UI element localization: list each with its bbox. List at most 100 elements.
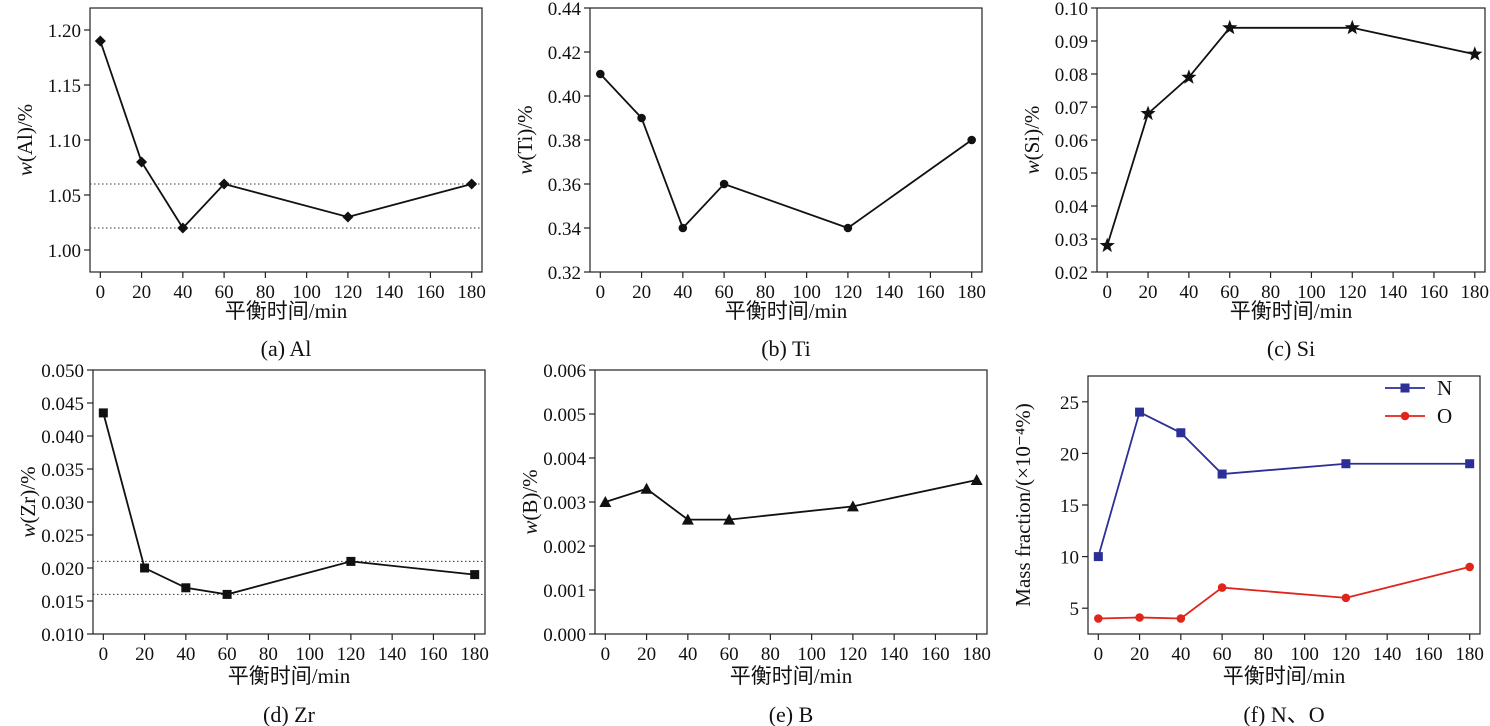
x-tick-label: 120 [834,282,863,303]
panel-caption: (f) N、O [1243,702,1324,726]
data-point [723,513,736,525]
y-axis-label-italic: w [13,162,37,176]
x-axis-label: 平衡时间/min [1230,299,1353,323]
y-tick-label: 0.001 [543,581,586,602]
data-point [1135,407,1145,417]
x-tick-label: 140 [1379,282,1408,303]
chart-panel-1: 0 20 40 60 80 100 120 140 160 180 1.00 1.05 1.10 1.15… [13,7,486,361]
data-point [1344,19,1360,35]
data-point [846,500,859,512]
y-tick-label: 1.00 [48,241,81,262]
data-point [342,211,354,223]
y-tick-label: 0.32 [548,263,581,284]
series-line [1098,566,1470,620]
y-tick-label: 0.020 [41,559,84,580]
data-point [98,408,108,418]
x-axis-label: 平衡时间/min [1223,664,1346,688]
x-tick-label: 120 [839,644,868,665]
x-tick-label: 60 [215,282,234,303]
x-tick-label: 120 [337,644,366,665]
x-tick-label: 80 [256,282,275,303]
y-tick-label: 0.025 [41,526,84,547]
x-tick-label: 100 [1297,282,1326,303]
panel-caption: (d) Zr [263,702,316,726]
data-point [1465,459,1475,469]
y-tick-label: 25 [1060,393,1079,414]
x-tick-label: 20 [132,282,151,303]
x-tick-label: 60 [1213,644,1232,665]
x-tick-label: 60 [720,644,739,665]
data-point [177,222,189,234]
x-tick-label: 60 [1220,282,1239,303]
data-point [970,474,983,485]
panel-caption: (c) Si [1267,336,1315,361]
data-point [1341,459,1351,469]
y-tick-label: 0.38 [548,131,581,152]
plot-frame [1087,375,1481,635]
y-tick-label: 5 [1070,599,1080,620]
y-tick-label: 0.40 [548,87,581,108]
data-point [843,223,853,233]
y-tick-label: 0.045 [41,394,84,415]
x-tick-label: 140 [880,644,909,665]
plot-frame [1096,7,1486,273]
data-point [140,563,150,573]
x-tick-label: 80 [756,282,775,303]
data-point [1093,552,1103,562]
data-point [94,35,106,47]
data-point [1217,469,1227,479]
y-axis-label-rest: (Ti)/% [513,105,537,160]
x-axis-label: 平衡时间/min [225,299,348,323]
data-point [1217,583,1227,592]
x-tick-label: 0 [601,644,611,665]
y-tick-label: 1.15 [48,76,81,97]
data-point [181,583,191,593]
y-tick-label: 0.030 [41,493,84,514]
y-axis-label-rest: (Al)/% [13,104,37,162]
x-tick-label: 80 [259,644,278,665]
y-axis-label-rest: (B)/% [518,469,542,520]
x-tick-label: 60 [218,644,237,665]
x-tick-label: 0 [596,282,606,303]
y-tick-label: 0.02 [1055,263,1088,284]
y-tick-label: 0.003 [543,493,586,514]
plot-frame [89,7,483,273]
y-axis-label-rest: (Si)/% [1020,106,1044,161]
x-tick-label: 160 [921,644,950,665]
x-tick-label: 40 [678,644,697,665]
data-point [136,156,148,168]
y-tick-label: 0.06 [1055,131,1088,152]
y-tick-label: 0.050 [41,361,84,382]
x-tick-label: 60 [715,282,734,303]
legend-marker [1400,411,1410,421]
x-tick-label: 100 [292,282,321,303]
y-axis-label: w(Al)/% [13,104,37,176]
y-tick-label: 0.03 [1055,230,1088,251]
x-tick-label: 180 [1455,644,1484,665]
x-tick-label: 20 [632,282,651,303]
x-axis-label: 平衡时间/min [725,299,848,323]
x-tick-label: 180 [957,282,986,303]
panel-caption: (b) Ti [761,336,811,361]
x-tick-label: 80 [761,644,780,665]
x-tick-label: 20 [637,644,656,665]
y-axis-label: w(Ti)/% [513,105,537,174]
x-tick-label: 180 [457,282,486,303]
y-tick-label: 1.20 [48,21,81,42]
x-tick-label: 140 [378,644,407,665]
y-axis-label-italic: w [518,521,542,535]
x-tick-label: 0 [1094,644,1104,665]
data-point [1135,613,1144,622]
data-point [466,178,478,190]
y-tick-label: 15 [1060,496,1079,517]
x-tick-label: 40 [176,644,195,665]
y-tick-label: 1.05 [48,186,81,207]
data-point [1222,19,1238,35]
x-tick-label: 180 [460,644,489,665]
x-tick-label: 80 [1254,644,1273,665]
x-tick-label: 100 [295,644,324,665]
series-line [1106,26,1475,246]
legend-label: N [1437,376,1452,400]
y-tick-label: 20 [1060,444,1079,465]
y-tick-label: 0.040 [41,427,84,448]
